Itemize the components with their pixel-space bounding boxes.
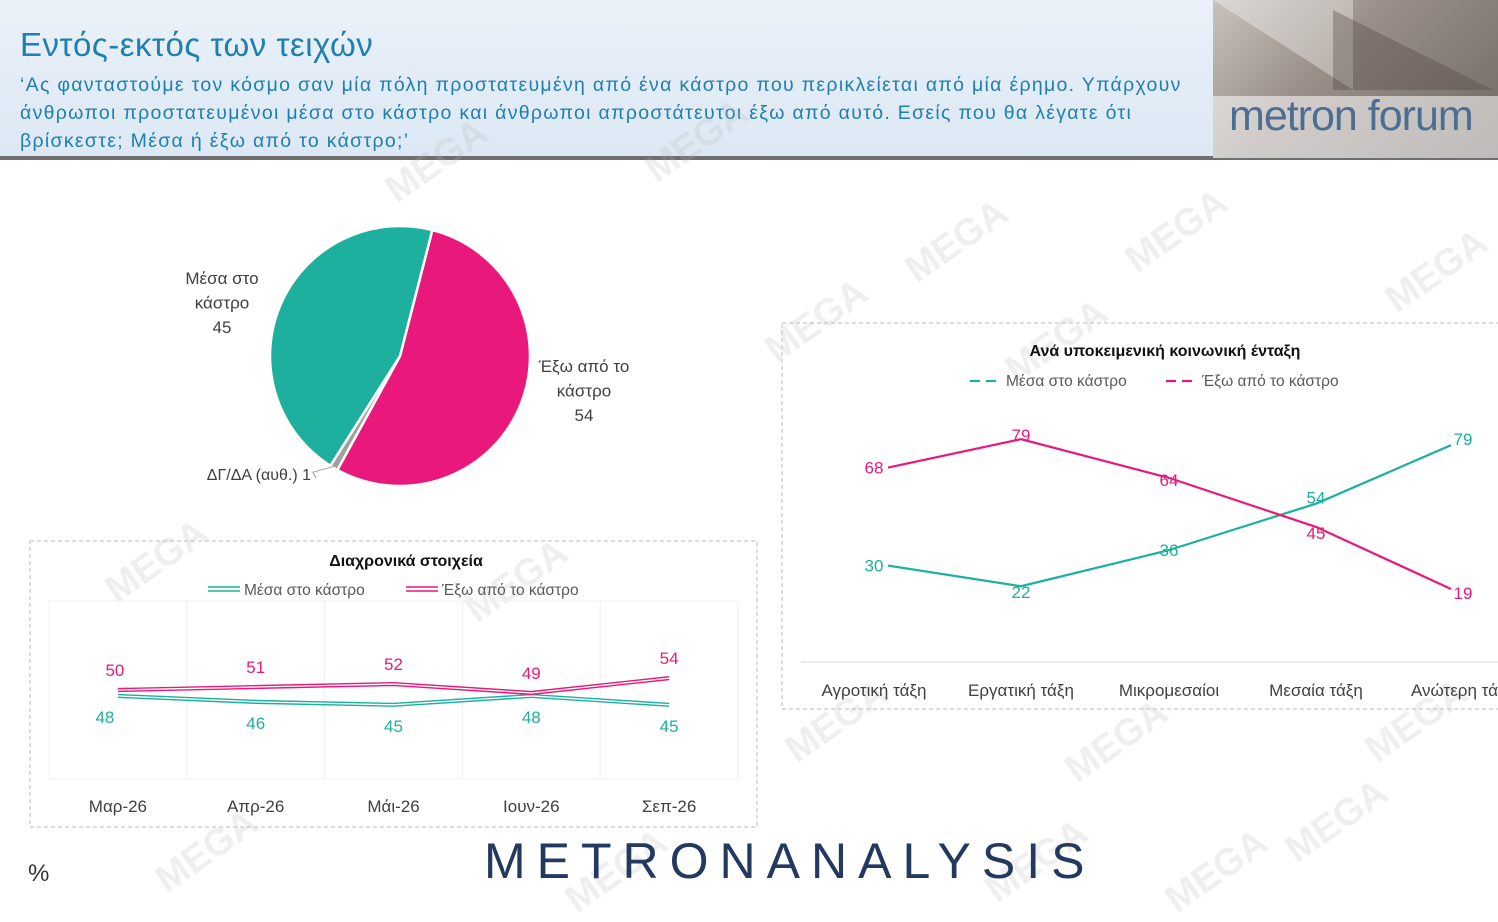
survey-question: ‘Ας φανταστούμε τον κόσμο σαν μία πόλη π… xyxy=(20,74,1182,152)
data-label: 36 xyxy=(1160,541,1179,560)
series-line xyxy=(117,676,670,696)
chart-title: Διαχρονικά στοιχεία xyxy=(329,553,483,570)
pie-label: Έξω από το xyxy=(538,357,630,376)
page-title: Εντός-εκτός των τειχών xyxy=(20,26,374,63)
plot-area xyxy=(48,600,739,780)
legend-label: Μέσα στο κάστρο xyxy=(1006,373,1127,390)
chart-frame xyxy=(29,540,758,828)
data-label: 46 xyxy=(246,714,265,733)
data-label: 22 xyxy=(1012,583,1031,602)
data-label: 48 xyxy=(95,708,114,727)
data-label: 52 xyxy=(384,655,403,674)
data-label: 30 xyxy=(865,557,884,576)
data-label: 54 xyxy=(1307,489,1326,508)
pie-label: κάστρο xyxy=(557,382,611,401)
percent-unit: % xyxy=(28,860,50,887)
pie-label: κάστρο xyxy=(195,294,249,313)
data-label: 19 xyxy=(1454,584,1473,603)
x-tick-label: Ιουν-26 xyxy=(503,797,560,816)
series-line-inner xyxy=(117,677,670,694)
series-line-inner xyxy=(117,695,670,706)
metron-forum-logo: metron forum xyxy=(1213,0,1498,158)
series-line xyxy=(887,444,1452,588)
x-tick-label: Μικρομεσαίοι xyxy=(1119,681,1219,700)
data-label: 54 xyxy=(660,649,679,668)
data-label: 45 xyxy=(1307,524,1326,543)
pie-label: 45 xyxy=(213,318,232,337)
x-tick-label: Εργατική τάξη xyxy=(968,681,1074,700)
chart-title: Ανά υποκειμενική κοινωνική ένταξη xyxy=(1030,343,1301,360)
legend-label: Έξω από το κάστρο xyxy=(441,582,579,599)
data-label: 45 xyxy=(660,717,679,736)
data-label: 68 xyxy=(865,459,884,478)
x-tick-label: Μεσαία τάξη xyxy=(1269,681,1363,700)
charts-canvas: Μέσα στο κάστρο 45 Έξω από το κάστρο 54 ΔΓ/ΔΑ … xyxy=(29,224,1498,828)
x-tick-label: Σεπ-26 xyxy=(642,797,696,816)
x-tick-label: Μάι-26 xyxy=(367,797,419,816)
data-label: 51 xyxy=(246,658,265,677)
metronanalysis-logo: METRONANALYSIS xyxy=(484,833,1096,889)
data-label: 79 xyxy=(1012,426,1031,445)
data-label: 79 xyxy=(1454,430,1473,449)
pie-label: 54 xyxy=(575,406,594,425)
x-tick-label: Απρ-26 xyxy=(227,797,284,816)
data-label: 50 xyxy=(105,661,124,680)
legend-label: Μέσα στο κάστρο xyxy=(244,582,365,599)
pie-slice xyxy=(268,224,434,468)
pie-label: Μέσα στο xyxy=(185,269,258,288)
pie-slice xyxy=(335,228,532,488)
x-tick-label: Ανώτερη τάξη xyxy=(1411,681,1498,700)
data-label: 64 xyxy=(1160,471,1179,490)
logo-text: metron forum xyxy=(1229,92,1474,140)
data-label: 49 xyxy=(522,664,541,683)
data-label: 48 xyxy=(522,708,541,727)
data-label: 45 xyxy=(384,717,403,736)
legend-label: Έξω από το κάστρο xyxy=(1201,373,1339,390)
x-tick-label: Αγροτική τάξη xyxy=(822,681,927,700)
series-line xyxy=(117,693,670,707)
header-divider xyxy=(0,156,1498,160)
pie-leader-line xyxy=(312,465,335,479)
series-line xyxy=(887,438,1452,590)
x-tick-label: Μαρ-26 xyxy=(89,797,147,816)
chart-frame xyxy=(781,322,1498,710)
pie-label: ΔΓ/ΔΑ (αυθ.) 1 xyxy=(207,467,311,484)
